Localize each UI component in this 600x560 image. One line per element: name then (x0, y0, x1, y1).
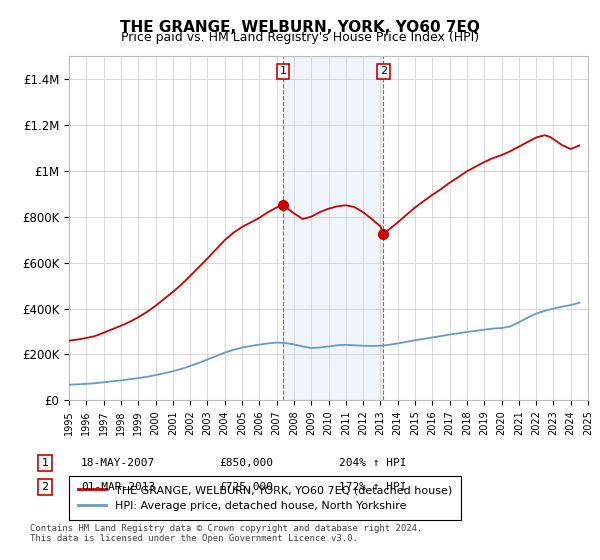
Text: £725,000: £725,000 (219, 482, 273, 492)
Bar (283, 56, 383, 400)
Text: 1: 1 (280, 66, 287, 76)
Text: 2: 2 (41, 482, 49, 492)
Text: 204% ↑ HPI: 204% ↑ HPI (339, 458, 407, 468)
Text: £850,000: £850,000 (219, 458, 273, 468)
Text: THE GRANGE, WELBURN, YORK, YO60 7EQ: THE GRANGE, WELBURN, YORK, YO60 7EQ (120, 20, 480, 35)
Text: 1: 1 (41, 458, 49, 468)
Text: 172% ↑ HPI: 172% ↑ HPI (339, 482, 407, 492)
Text: 18-MAY-2007: 18-MAY-2007 (81, 458, 155, 468)
Text: Price paid vs. HM Land Registry's House Price Index (HPI): Price paid vs. HM Land Registry's House … (121, 31, 479, 44)
Legend: THE GRANGE, WELBURN, YORK, YO60 7EQ (detached house), HPI: Average price, detach: THE GRANGE, WELBURN, YORK, YO60 7EQ (det… (69, 476, 461, 520)
Text: 01-MAR-2013: 01-MAR-2013 (81, 482, 155, 492)
Text: 2: 2 (380, 66, 387, 76)
Text: Contains HM Land Registry data © Crown copyright and database right 2024.
This d: Contains HM Land Registry data © Crown c… (30, 524, 422, 543)
